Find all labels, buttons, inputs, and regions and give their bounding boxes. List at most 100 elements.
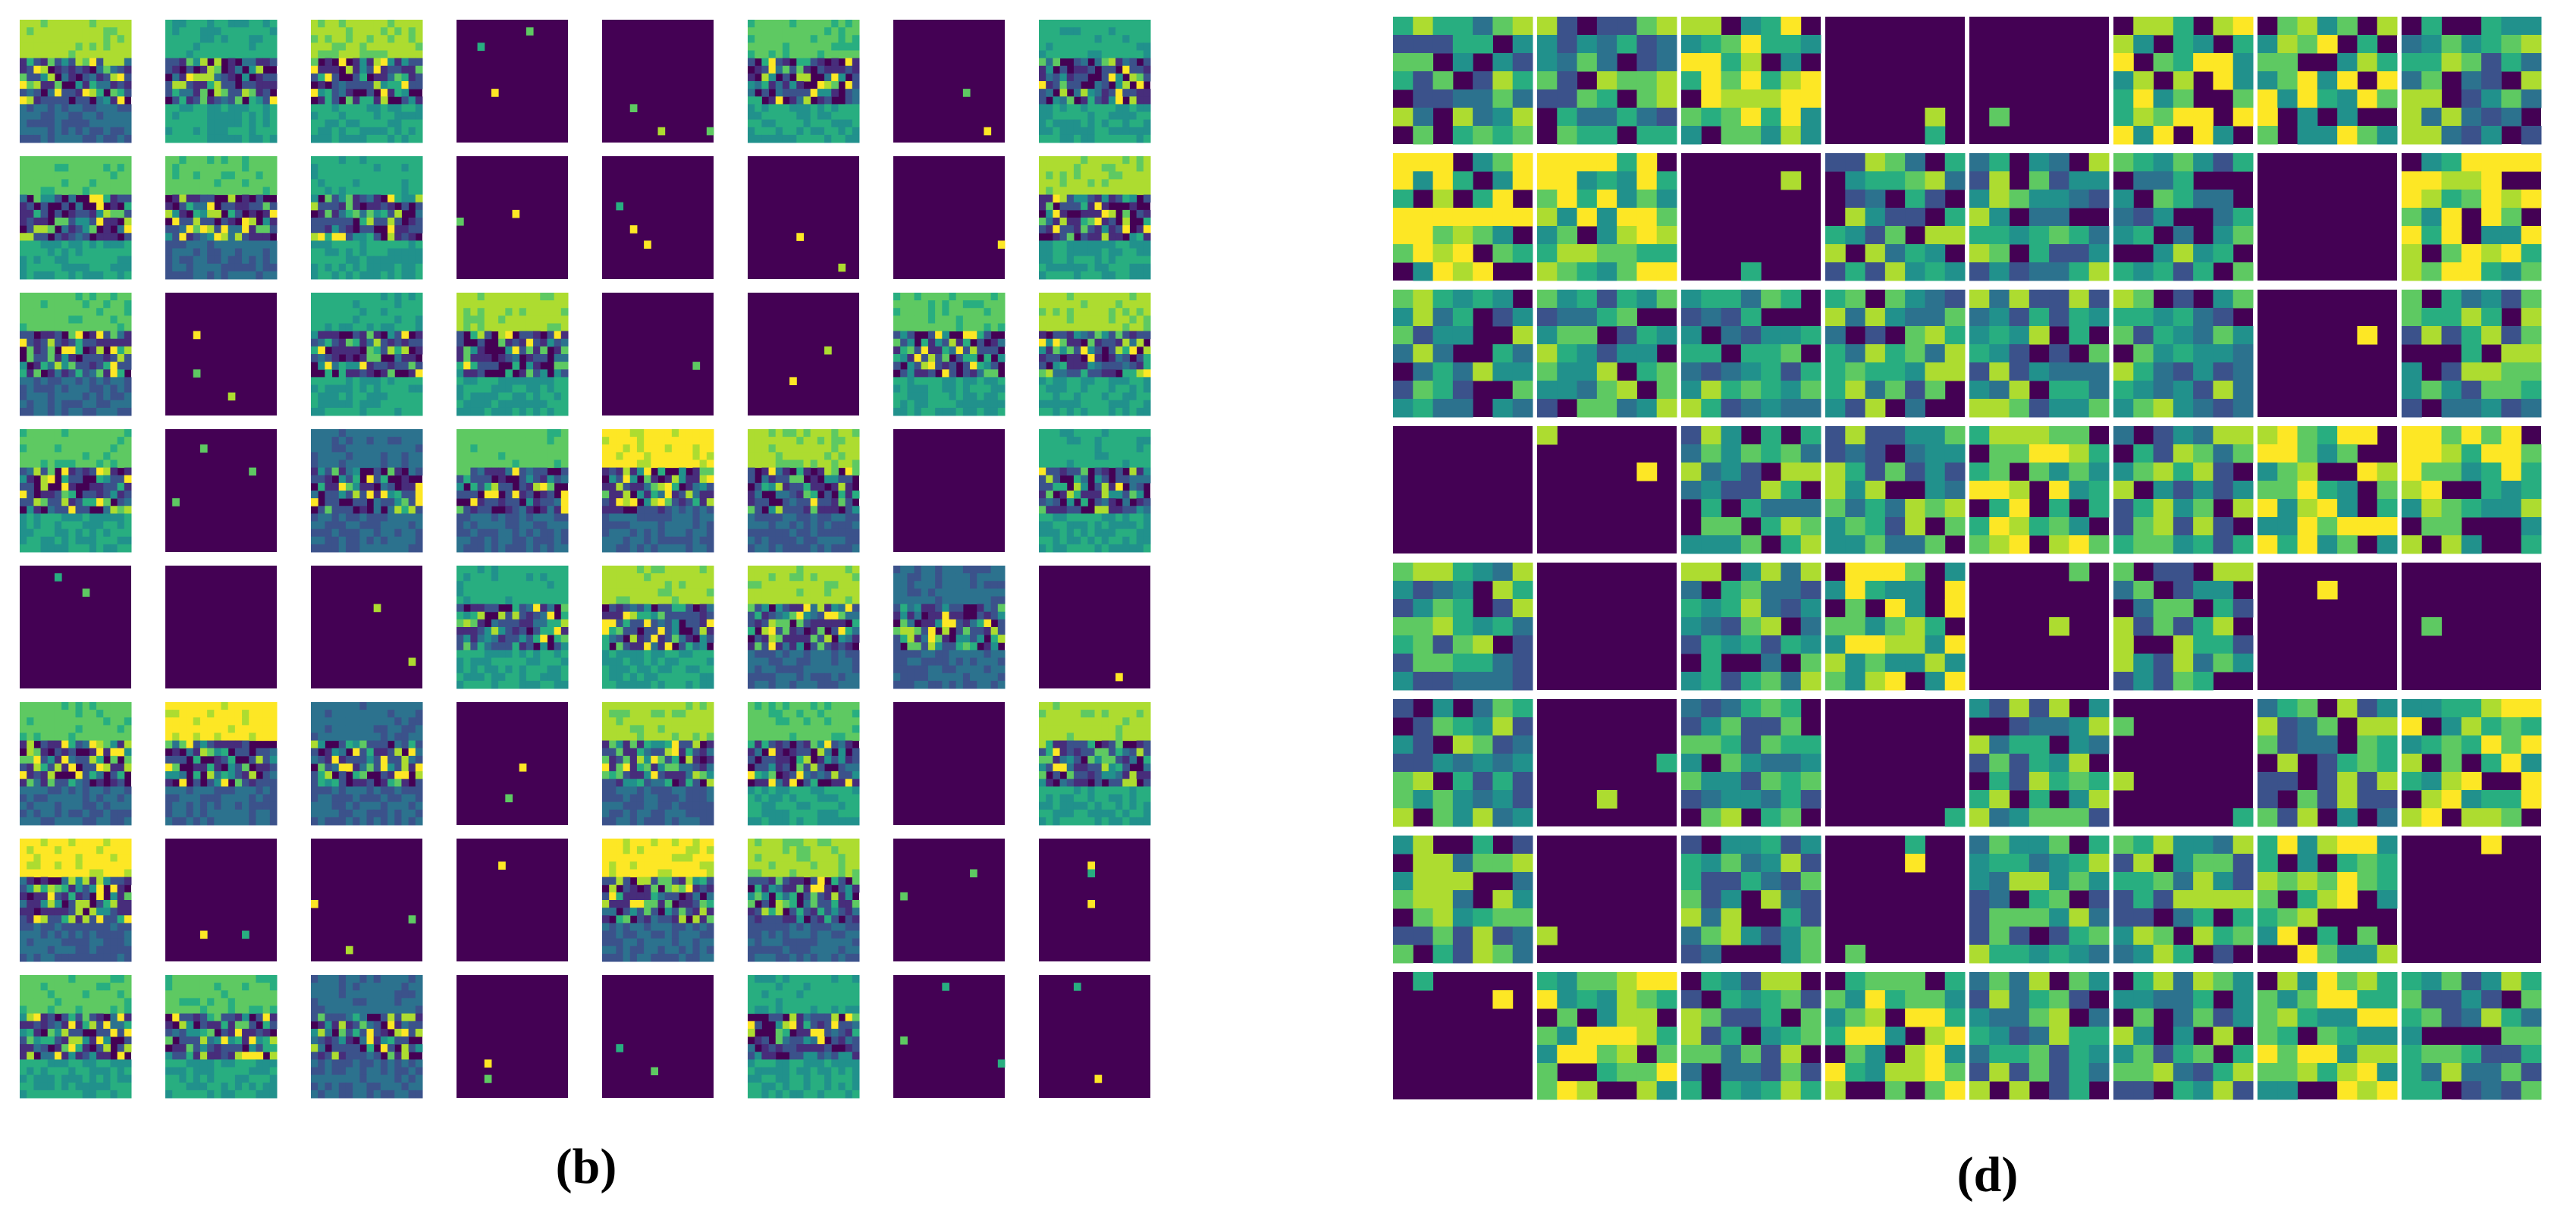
activation — [457, 604, 464, 613]
activation — [949, 323, 957, 332]
activation — [353, 482, 360, 491]
activation — [117, 73, 125, 82]
activation — [54, 164, 62, 172]
activation — [629, 437, 638, 445]
feature-map — [457, 20, 568, 143]
activation — [1101, 444, 1109, 453]
activation — [491, 444, 499, 453]
activation — [54, 179, 62, 187]
activation — [54, 187, 62, 196]
activation — [61, 369, 69, 378]
activation — [380, 338, 388, 347]
activation — [519, 475, 527, 484]
activation — [318, 459, 325, 469]
activation — [817, 437, 825, 445]
activation — [54, 50, 62, 59]
activation — [179, 256, 187, 265]
activation — [1122, 209, 1130, 218]
activation — [1143, 452, 1151, 460]
activation — [394, 179, 402, 187]
activation — [463, 308, 471, 316]
activation — [165, 271, 173, 280]
activation — [199, 225, 208, 234]
activation — [353, 171, 360, 180]
activation — [221, 171, 229, 180]
activation — [1066, 354, 1075, 362]
activation — [838, 475, 846, 484]
activation — [227, 194, 236, 203]
activation — [124, 179, 132, 187]
activation — [1136, 73, 1144, 82]
activation — [810, 513, 818, 522]
activation — [380, 111, 388, 121]
activation — [40, 384, 49, 394]
activation — [1046, 521, 1053, 530]
activation — [415, 506, 423, 514]
activation — [325, 544, 333, 553]
activation — [345, 179, 353, 187]
activation — [33, 50, 42, 59]
activation — [331, 377, 340, 385]
activation — [103, 104, 111, 112]
activation — [110, 513, 118, 522]
activation — [27, 400, 34, 409]
activation — [803, 491, 811, 499]
activation — [1087, 263, 1095, 272]
activation — [68, 437, 76, 445]
activation — [54, 271, 62, 280]
activation — [186, 225, 194, 234]
activation — [214, 233, 221, 241]
activation — [172, 164, 180, 172]
activation — [533, 308, 541, 316]
activation — [331, 127, 340, 136]
activation — [33, 271, 42, 280]
activation — [893, 315, 901, 324]
activation — [803, 429, 811, 437]
activation — [644, 506, 651, 514]
activation — [359, 58, 367, 67]
activation — [186, 156, 194, 165]
activation — [810, 27, 818, 36]
activation — [1066, 156, 1075, 165]
activation — [408, 354, 416, 362]
activation — [540, 354, 548, 362]
activation — [1081, 384, 1088, 394]
activation — [796, 482, 804, 491]
activation — [311, 233, 318, 241]
activation — [990, 392, 999, 401]
activation — [664, 429, 673, 437]
activation — [1087, 437, 1095, 445]
activation — [1066, 293, 1075, 301]
activation — [831, 506, 839, 514]
activation — [463, 429, 471, 437]
activation — [27, 35, 34, 43]
activation — [353, 58, 360, 67]
activation — [199, 104, 208, 112]
activation — [984, 369, 992, 378]
activation — [699, 513, 708, 522]
activation — [789, 475, 797, 484]
activation — [893, 377, 901, 385]
activation — [1129, 89, 1137, 97]
activation — [359, 400, 367, 409]
activation — [61, 377, 69, 385]
activation — [227, 111, 236, 121]
activation — [547, 588, 555, 597]
activation — [1115, 491, 1123, 499]
activation — [373, 308, 381, 316]
activation — [651, 536, 658, 545]
activation — [242, 58, 249, 67]
activation — [311, 271, 318, 280]
activation — [1073, 331, 1081, 340]
activation — [75, 42, 83, 51]
activation — [338, 346, 347, 355]
activation — [373, 331, 381, 340]
activation — [345, 271, 353, 280]
activation — [387, 164, 395, 172]
activation — [401, 491, 409, 499]
activation — [560, 513, 569, 522]
activation — [1081, 528, 1088, 538]
activation — [338, 452, 347, 460]
activation — [75, 346, 83, 355]
activation — [831, 42, 839, 51]
